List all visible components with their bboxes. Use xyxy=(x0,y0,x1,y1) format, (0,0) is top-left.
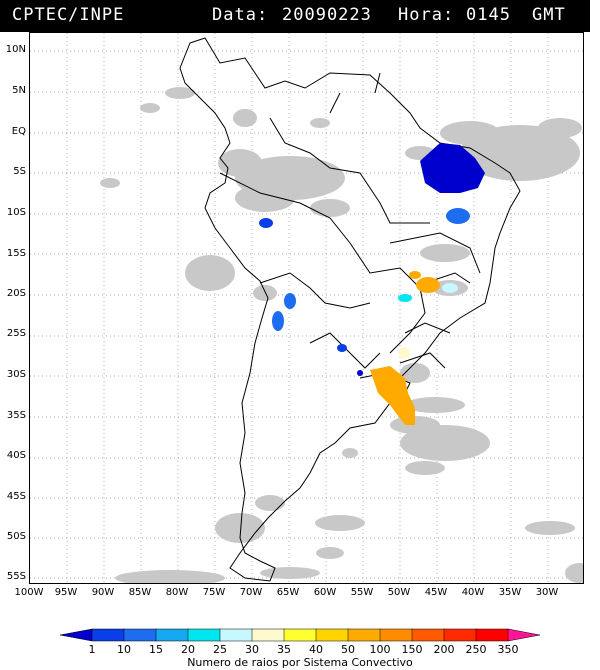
lon-tick-label: 55W xyxy=(350,587,374,598)
colorbar-tick-label: 30 xyxy=(245,643,259,656)
lat-tick-label: 20S xyxy=(6,288,26,299)
colorbar-tick-label: 50 xyxy=(341,643,355,656)
lon-tick-label: 100W xyxy=(14,587,44,598)
cs-ne-brazil xyxy=(420,143,485,193)
time-value: 0145 xyxy=(466,5,511,25)
colorbar-tick-label: 200 xyxy=(433,643,455,656)
convective-systems xyxy=(259,143,485,425)
cs-small xyxy=(357,370,363,376)
lat-tick-label: 40S xyxy=(6,450,26,461)
colorbar-swatch xyxy=(475,628,509,642)
lat-tick-label: 10S xyxy=(6,207,26,218)
cs-bolivia xyxy=(284,293,296,309)
colorbar-tick-label: 35 xyxy=(277,643,291,656)
cs-sp-1 xyxy=(398,294,412,302)
lat-tick-label: 15S xyxy=(6,248,26,259)
cloud-field xyxy=(100,87,583,583)
cs-sc xyxy=(398,347,410,359)
colorbar xyxy=(60,628,540,642)
lat-tick-label: 45S xyxy=(6,491,26,502)
lat-tick-label: 30S xyxy=(6,369,26,380)
colorbar-tick-label: 40 xyxy=(309,643,323,656)
colorbar-caption: Numero de raios por Sistema Convectivo xyxy=(187,656,413,669)
colorbar-tick-label: 100 xyxy=(369,643,391,656)
lat-tick-label: 55S xyxy=(6,571,26,582)
colorbar-swatch xyxy=(283,628,317,642)
lon-tick-label: 30W xyxy=(535,587,559,598)
cs-minas-2 xyxy=(416,277,440,293)
colorbar-tick-label: 250 xyxy=(465,643,487,656)
colorbar-swatch xyxy=(379,628,413,642)
lon-tick-label: 60W xyxy=(313,587,337,598)
cs-bahia xyxy=(446,208,470,224)
colorbar-swatch xyxy=(155,628,189,642)
lon-tick-label: 65W xyxy=(276,587,300,598)
graticule xyxy=(30,33,583,583)
colorbar-swatch xyxy=(251,628,285,642)
colorbar-swatch xyxy=(347,628,381,642)
colorbar-swatch xyxy=(411,628,445,642)
cs-paraguay xyxy=(337,344,347,352)
source-label: CPTEC/INPE xyxy=(12,5,125,25)
lon-tick-label: 85W xyxy=(128,587,152,598)
cs-minas-1 xyxy=(409,271,421,279)
colorbar-tick-label: 20 xyxy=(181,643,195,656)
lon-tick-label: 75W xyxy=(202,587,226,598)
timezone-label: GMT xyxy=(532,5,566,25)
colorbar-tick-label: 150 xyxy=(401,643,423,656)
lat-tick-label: 5S xyxy=(13,166,26,177)
country-borders xyxy=(179,37,521,582)
lat-tick-label: 5N xyxy=(12,85,26,96)
lon-tick-label: 40W xyxy=(461,587,485,598)
lat-tick-label: 50S xyxy=(6,531,26,542)
lat-tick-label: EQ xyxy=(11,126,26,137)
colorbar-swatch xyxy=(187,628,221,642)
time-label: Hora: xyxy=(398,5,455,25)
title-bar: CPTEC/INPE Data: 20090223 Hora: 0145 GMT xyxy=(0,0,590,32)
lon-tick-label: 45W xyxy=(424,587,448,598)
lon-tick-label: 70W xyxy=(239,587,263,598)
colorbar-swatch xyxy=(60,628,93,642)
cs-sp-2 xyxy=(442,283,458,293)
date-label: Data: xyxy=(212,5,269,25)
colorbar-swatch xyxy=(315,628,349,642)
colorbar-swatch xyxy=(123,628,157,642)
lon-tick-label: 80W xyxy=(165,587,189,598)
colorbar-swatch xyxy=(91,628,125,642)
map-canvas xyxy=(30,33,583,583)
map-panel xyxy=(29,32,584,584)
date-value: 20090223 xyxy=(282,5,372,25)
lat-tick-label: 25S xyxy=(6,328,26,339)
colorbar-swatch xyxy=(219,628,253,642)
lon-tick-label: 95W xyxy=(54,587,78,598)
lat-tick-label: 35S xyxy=(6,410,26,421)
cs-rs xyxy=(370,366,415,425)
colorbar-swatch xyxy=(443,628,477,642)
colorbar-tick-label: 10 xyxy=(117,643,131,656)
colorbar-tick-label: 1 xyxy=(88,643,96,656)
cs-peru xyxy=(259,218,273,228)
lon-tick-label: 90W xyxy=(91,587,115,598)
colorbar-tick-label: 25 xyxy=(213,643,227,656)
lat-tick-label: 10N xyxy=(5,44,26,55)
colorbar-tick-label: 15 xyxy=(149,643,163,656)
lon-tick-label: 35W xyxy=(498,587,522,598)
lon-tick-label: 50W xyxy=(387,587,411,598)
cs-chile xyxy=(272,311,284,331)
colorbar-swatch xyxy=(507,628,540,642)
colorbar-tick-label: 350 xyxy=(497,643,519,656)
